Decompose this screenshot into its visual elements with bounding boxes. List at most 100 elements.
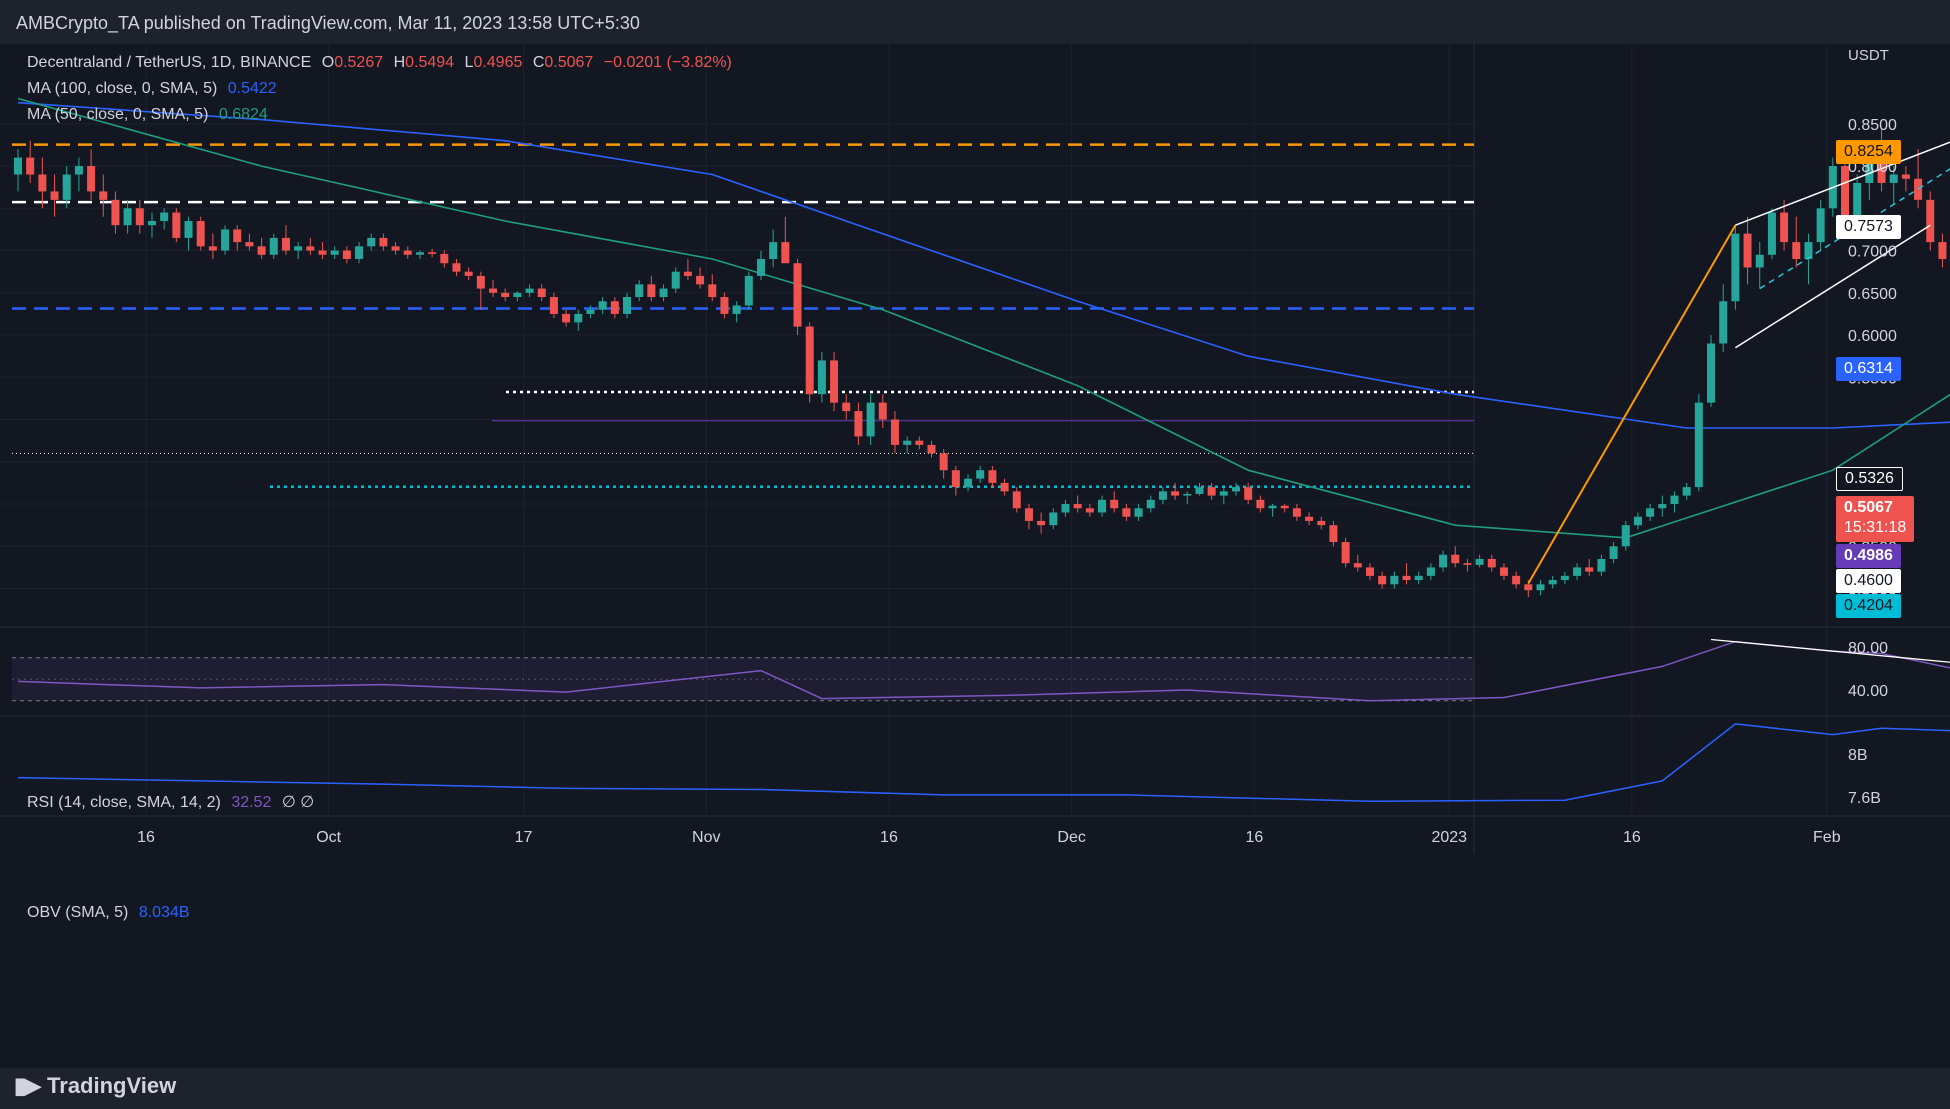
candle bbox=[1110, 491, 1119, 513]
candle-body bbox=[1341, 542, 1350, 564]
candle bbox=[1037, 512, 1046, 534]
candle bbox=[1816, 199, 1825, 251]
rsi-legend[interactable]: RSI (14, close, SMA, 14, 2) 32.52 ∅ ∅ bbox=[27, 792, 320, 812]
candle-body bbox=[598, 301, 607, 310]
candle-body bbox=[549, 297, 558, 314]
time-axis-label: Oct bbox=[316, 829, 341, 846]
price-chart[interactable]: USDT0.85000.80000.70000.65000.60000.5500… bbox=[0, 44, 1950, 1068]
ohlc-low-label: L bbox=[464, 54, 474, 71]
candle-body bbox=[623, 297, 631, 314]
candle-body bbox=[525, 288, 534, 293]
symbol-name: Decentraland / TetherUS, 1D, BINANCE bbox=[27, 54, 312, 71]
tradingview-logo[interactable]: ▮▶ TradingView bbox=[14, 1073, 176, 1099]
candle bbox=[221, 225, 230, 255]
candle-body bbox=[476, 275, 485, 289]
candle bbox=[1402, 563, 1411, 585]
candle bbox=[74, 157, 83, 192]
candle-body bbox=[1792, 242, 1801, 260]
candle bbox=[769, 229, 778, 268]
candle-body bbox=[318, 250, 327, 255]
candle bbox=[403, 246, 412, 260]
candle-body bbox=[1585, 567, 1594, 572]
candle-body bbox=[1512, 575, 1521, 585]
candle bbox=[1475, 554, 1484, 568]
candle bbox=[14, 149, 22, 192]
candle-body bbox=[1110, 499, 1119, 509]
candle-body bbox=[281, 237, 290, 251]
candle bbox=[172, 208, 181, 243]
price-tag-blue: 0.6314 bbox=[1836, 357, 1901, 381]
candle-body bbox=[14, 157, 22, 175]
candle bbox=[196, 216, 205, 251]
candle-body bbox=[683, 271, 692, 276]
candle-body bbox=[1292, 508, 1301, 517]
publish-info: AMBCrypto_TA published on TradingView.co… bbox=[16, 13, 640, 33]
ohlc-change: −0.0201 (−3.82%) bbox=[603, 54, 732, 71]
candle-body bbox=[732, 305, 741, 314]
candle-body bbox=[1451, 554, 1460, 564]
candle bbox=[1889, 166, 1898, 205]
rsi-extra: ∅ ∅ bbox=[281, 794, 315, 811]
candle-body bbox=[391, 246, 400, 251]
ohlc-close-label: C bbox=[532, 54, 545, 71]
candle bbox=[281, 225, 290, 255]
ma100-legend[interactable]: MA (100, close, 0, SMA, 5) 0.5422 bbox=[27, 80, 283, 98]
candle-body bbox=[1853, 182, 1862, 226]
candle bbox=[1451, 546, 1460, 568]
candle bbox=[549, 292, 558, 319]
candle-body bbox=[452, 263, 461, 272]
candle bbox=[659, 284, 668, 302]
candle-body bbox=[257, 246, 266, 255]
candle bbox=[50, 174, 59, 217]
obv-label: OBV (SMA, 5) bbox=[27, 904, 129, 921]
candle-body bbox=[208, 246, 217, 251]
candle bbox=[1365, 563, 1374, 581]
candle-body bbox=[1901, 174, 1910, 179]
candle-body bbox=[769, 242, 778, 260]
candle bbox=[208, 233, 217, 260]
candle bbox=[1012, 487, 1021, 513]
candle bbox=[1804, 233, 1813, 285]
candle-body bbox=[1317, 520, 1326, 526]
obv-legend[interactable]: OBV (SMA, 5) 8.034B bbox=[27, 904, 196, 922]
time-axis-label: 16 bbox=[137, 829, 155, 846]
candle bbox=[367, 233, 376, 251]
candle bbox=[1682, 482, 1691, 500]
candle bbox=[1548, 575, 1557, 589]
candle bbox=[1158, 487, 1167, 505]
price-axis-currency: USDT bbox=[1848, 47, 1889, 64]
ma50-legend[interactable]: MA (50, close, 0, SMA, 5) 0.6824 bbox=[27, 106, 274, 124]
candle bbox=[160, 208, 169, 230]
candle-body bbox=[367, 237, 376, 247]
candle bbox=[1390, 571, 1399, 589]
candle bbox=[903, 436, 912, 454]
candle-body bbox=[38, 174, 47, 192]
candle bbox=[233, 225, 242, 251]
candle bbox=[964, 474, 973, 492]
candle bbox=[99, 174, 108, 217]
candle bbox=[1597, 554, 1606, 576]
candle-body bbox=[1329, 525, 1338, 543]
candle bbox=[428, 248, 437, 258]
ma100-value: 0.5422 bbox=[227, 80, 277, 97]
price-axis-tick: 0.6000 bbox=[1848, 328, 1897, 345]
candle-body bbox=[74, 166, 83, 175]
ohlc-close: 0.5067 bbox=[544, 54, 594, 71]
candle bbox=[890, 411, 899, 454]
price-tag-orange: 0.8254 bbox=[1836, 140, 1901, 164]
candle bbox=[817, 351, 826, 403]
candle-body bbox=[1098, 499, 1107, 513]
candle-body bbox=[1146, 499, 1155, 509]
rsi-axis-tick: 80.00 bbox=[1848, 640, 1888, 657]
candle bbox=[379, 233, 388, 251]
candle-body bbox=[1682, 487, 1691, 496]
candle-body bbox=[793, 263, 802, 327]
candle-body bbox=[1244, 487, 1253, 500]
rsi-label: RSI (14, close, SMA, 14, 2) bbox=[27, 794, 221, 811]
candle-body bbox=[135, 208, 144, 226]
candle bbox=[939, 449, 948, 479]
candle-body bbox=[756, 259, 765, 276]
candle-body bbox=[586, 309, 595, 314]
candle-body bbox=[976, 470, 985, 479]
candle bbox=[805, 322, 814, 403]
